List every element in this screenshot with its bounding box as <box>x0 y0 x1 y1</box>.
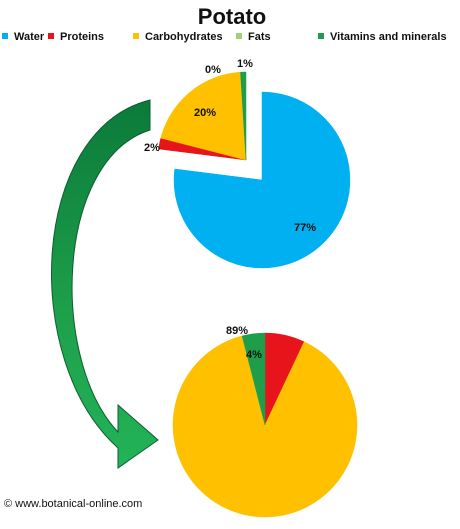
pie-slice <box>241 332 266 426</box>
footer: © www.botanical-online.com <box>4 498 142 510</box>
legend-label: Water <box>14 31 45 43</box>
data-label: 2% <box>144 142 160 154</box>
legend-label: Fats <box>248 31 271 43</box>
legend-label: Carbohydrates <box>145 31 223 43</box>
legend-marker <box>318 33 324 39</box>
pie-slice <box>172 335 358 518</box>
data-label: 1% <box>237 58 253 70</box>
pie-slice <box>160 71 247 161</box>
legend-marker <box>236 33 242 39</box>
pie-slice <box>240 71 247 161</box>
data-label: 89% <box>226 325 248 337</box>
chart-title: Potato <box>198 4 266 29</box>
data-label: 77% <box>294 222 316 234</box>
legend-marker <box>48 33 54 39</box>
legend-marker <box>133 33 139 39</box>
pie-slice <box>173 91 351 269</box>
legend-label: Vitamins and minerals <box>330 31 447 43</box>
arrow <box>51 99 159 469</box>
legend-label: Proteins <box>60 31 104 43</box>
legend-marker <box>2 33 8 39</box>
data-label: 20% <box>194 107 216 119</box>
data-label: 0% <box>205 64 221 76</box>
data-label: 4% <box>246 349 262 361</box>
